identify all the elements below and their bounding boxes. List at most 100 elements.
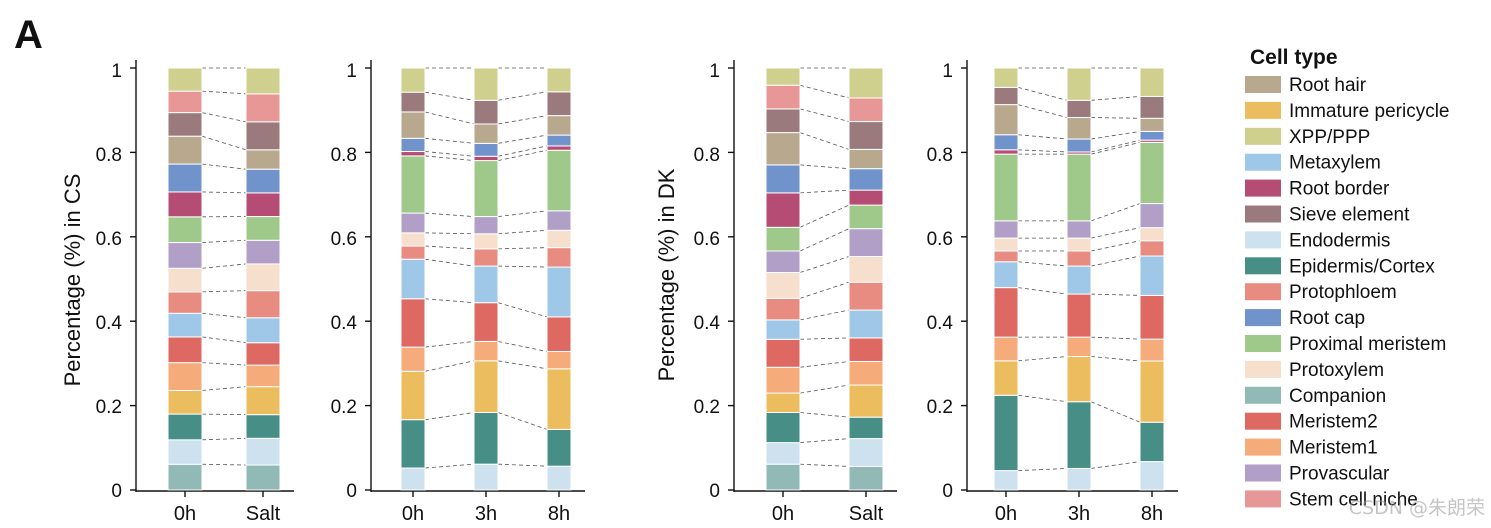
legend-swatch xyxy=(1245,283,1281,301)
y-tick-label: 0.4 xyxy=(927,313,954,334)
legend-label: Root border xyxy=(1289,179,1390,200)
bar-segment-proximal-meristem xyxy=(765,226,801,252)
bar-segment-provascular xyxy=(848,228,884,258)
connector-line xyxy=(497,210,548,217)
bar-segment-metaxylem xyxy=(546,266,572,318)
bar-segment-root-cap xyxy=(546,134,572,147)
connector-line xyxy=(1090,293,1141,296)
bar-segment-endodermis xyxy=(765,442,801,465)
bar-segment-root-hair xyxy=(546,115,572,136)
bar-segment-proximal-meristem xyxy=(473,160,499,218)
connector-line xyxy=(424,341,475,348)
bar-segment-meristem1 xyxy=(1139,338,1165,362)
legend-swatch xyxy=(1245,335,1281,352)
chart-cs-salt: Percentage (%) in CS 0 0.2 0.4 0.6 0.8 1… xyxy=(60,60,294,525)
connector-line xyxy=(799,361,850,368)
bar-segment-root-border xyxy=(993,149,1019,155)
connector-line xyxy=(799,412,850,418)
connector-line xyxy=(799,438,850,444)
connector-line xyxy=(497,463,548,467)
bar-segment-xpp-ppp xyxy=(546,67,572,93)
legend-label: Protoxylem xyxy=(1289,360,1384,381)
bar-segment-endodermis xyxy=(473,463,499,491)
legend-swatch xyxy=(1245,490,1281,508)
bar-segment-root-cap xyxy=(400,137,426,153)
bar-segment-metaxylem xyxy=(245,317,281,344)
connector-line xyxy=(201,437,247,441)
bar-segment-stem-cell-niche xyxy=(765,84,801,110)
x-tick-label: 0h xyxy=(174,503,196,525)
bar-segment-meristem2 xyxy=(765,338,801,368)
bar-segment-protoxylem xyxy=(1066,237,1092,252)
connector-line xyxy=(497,265,548,268)
bar-segment-sieve-element xyxy=(1066,99,1092,119)
connector-line xyxy=(497,149,548,161)
bar-segment-protophloem xyxy=(1066,250,1092,267)
bar-segment-protophloem xyxy=(400,245,426,260)
connector-line xyxy=(1090,255,1141,267)
y-tick-label: 0.4 xyxy=(694,313,721,334)
connector-line xyxy=(424,137,475,144)
y-tick-label: 0.2 xyxy=(694,397,720,418)
bar-segment-root-border xyxy=(848,189,884,206)
bar-segment-sieve-element xyxy=(167,112,203,137)
bar-segment-immature-pericycle xyxy=(400,370,426,421)
connector-line xyxy=(424,212,475,217)
bar-segment-root-hair xyxy=(245,149,281,170)
bar-segment-immature-pericycle xyxy=(167,390,203,415)
bar-segment-meristem2 xyxy=(245,342,281,366)
legend-label: Meristem2 xyxy=(1289,412,1378,433)
bar-segment-xpp-ppp xyxy=(848,67,884,99)
bar-segment-meristem1 xyxy=(400,346,426,372)
legend-swatch xyxy=(1245,438,1281,456)
connector-line xyxy=(1090,356,1141,362)
connector-line xyxy=(497,341,548,352)
connector-line xyxy=(1017,261,1068,267)
bar-segment-epidermis-cortex xyxy=(993,394,1019,472)
bar-segment-meristem2 xyxy=(473,302,499,342)
legend-label: Immature pericycle xyxy=(1289,101,1450,122)
bar-segment-root-cap xyxy=(1139,130,1165,141)
x-tick-label: 3h xyxy=(1068,503,1090,525)
bar-segment-proximal-meristem xyxy=(167,216,203,244)
bar-segment-protoxylem xyxy=(1139,227,1165,242)
y-tick-label: 0.2 xyxy=(96,397,122,418)
legend-label: Metaxylem xyxy=(1289,153,1381,174)
bar-segment-immature-pericycle xyxy=(848,384,884,418)
connector-line xyxy=(201,112,247,123)
y-tick-label: 0.4 xyxy=(331,313,358,334)
bar-segment-protoxylem xyxy=(473,233,499,250)
bar-segment-metaxylem xyxy=(1066,265,1092,295)
bar-segment-sieve-element xyxy=(400,91,426,113)
bar-segment-metaxylem xyxy=(848,309,884,339)
bar-segment-sieve-element xyxy=(245,121,281,151)
connector-line xyxy=(201,239,247,243)
bar-segment-root-border xyxy=(400,151,426,157)
bar-segment-xpp-ppp xyxy=(1139,67,1165,97)
y-tick-label: 1 xyxy=(709,61,720,82)
bar-segment-root-cap xyxy=(167,163,203,193)
panel-letter: A xyxy=(14,13,43,57)
connector-line xyxy=(799,204,850,228)
legend: Cell type Root hair Immature pericycle XPP… xyxy=(1245,46,1450,510)
connector-line xyxy=(424,298,475,304)
bar-segment-protoxylem xyxy=(993,237,1019,252)
bar-segment-epidermis-cortex xyxy=(1066,401,1092,469)
chart-cs-time: 0 0.2 0.4 0.6 0.8 1 0h 3h 8h xyxy=(331,60,585,525)
bar-segment-epidermis-cortex xyxy=(546,428,572,467)
connector-line xyxy=(799,108,850,122)
chart-dk-salt: Percentage (%) in DK 0 0.2 0.4 0.6 0.8 1… xyxy=(654,60,897,525)
connector-line xyxy=(799,384,850,394)
bar-segment-metaxylem xyxy=(167,312,203,338)
connector-line xyxy=(799,84,850,99)
bar-segment-root-hair xyxy=(473,123,499,144)
connector-line xyxy=(424,111,475,125)
bar-segment-epidermis-cortex xyxy=(167,413,203,441)
legend-swatch xyxy=(1245,360,1281,378)
connector-line xyxy=(424,151,475,157)
legend-label: Endodermis xyxy=(1289,230,1390,251)
connector-line xyxy=(424,91,475,101)
y-tick-label: 0.6 xyxy=(331,229,357,250)
y-tick-label: 0.2 xyxy=(331,397,357,418)
bar-segment-endodermis xyxy=(848,438,884,467)
